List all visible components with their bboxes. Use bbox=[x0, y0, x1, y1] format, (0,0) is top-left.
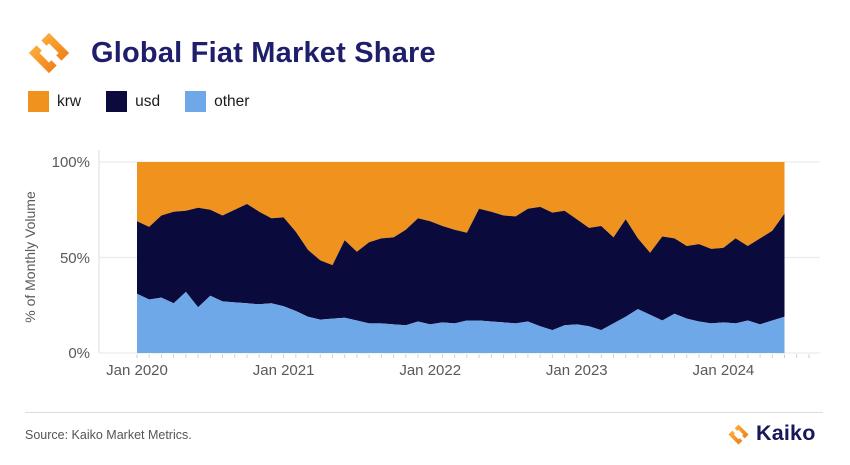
x-axis-tick-label: Jan 2023 bbox=[545, 362, 608, 379]
footer-divider bbox=[25, 412, 823, 413]
legend-label: other bbox=[214, 92, 250, 110]
x-axis-tick-label: Jan 2022 bbox=[399, 362, 462, 379]
y-axis-tick-label: 50% bbox=[59, 249, 90, 267]
brand-lockup: Kaiko bbox=[727, 421, 816, 446]
chart-legend: krw usd other bbox=[28, 91, 274, 112]
legend-item-usd: usd bbox=[106, 91, 160, 112]
page-title: Global Fiat Market Share bbox=[91, 37, 436, 69]
legend-swatch-other bbox=[185, 91, 207, 112]
legend-swatch-krw bbox=[28, 91, 49, 112]
source-text: Source: Kaiko Market Metrics. bbox=[25, 428, 192, 442]
area-krw bbox=[137, 162, 785, 266]
brand-name: Kaiko bbox=[756, 421, 816, 445]
area-usd bbox=[137, 204, 785, 331]
legend-label: usd bbox=[135, 92, 161, 110]
kaiko-logo-icon bbox=[28, 32, 70, 74]
y-axis-tick-label: 0% bbox=[68, 345, 90, 362]
x-axis-tick-label: Jan 2021 bbox=[252, 362, 315, 379]
legend-item-krw: krw bbox=[28, 91, 81, 112]
kaiko-logo-icon bbox=[728, 424, 749, 445]
x-axis-tick-label: Jan 2020 bbox=[106, 362, 168, 379]
x-axis-tick-label: Jan 2024 bbox=[692, 362, 755, 379]
legend-swatch-usd bbox=[106, 91, 128, 112]
legend-label: krw bbox=[57, 92, 82, 110]
area-other bbox=[137, 291, 785, 353]
legend-item-other: other bbox=[185, 91, 249, 112]
y-axis-tick-label: 100% bbox=[51, 154, 90, 171]
